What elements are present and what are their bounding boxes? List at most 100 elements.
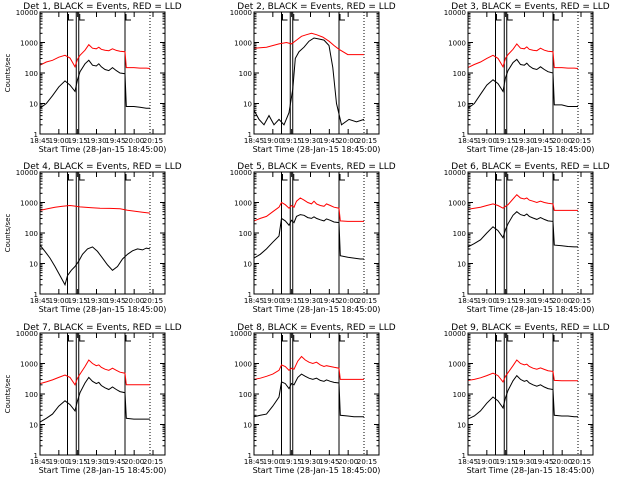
y-axis-label: Counts/sec <box>4 54 12 93</box>
y-tick-label: 1000 <box>20 361 38 369</box>
y-tick-label: 10000 <box>444 9 466 17</box>
events-series <box>254 214 364 260</box>
x-tick-label: 19:30 <box>300 458 320 466</box>
x-tick-label: 19:15 <box>496 458 516 466</box>
x-axis-label: Start Time (28-Jan-15 18:45:00) <box>467 305 595 314</box>
x-tick-label: 19:45 <box>105 297 125 305</box>
y-tick-label: 10 <box>29 261 38 269</box>
x-tick-label: 18:45 <box>244 137 264 145</box>
x-tick-label: 19:30 <box>300 297 320 305</box>
y-tick-label: 1000 <box>234 40 252 48</box>
y-tick-label: 10 <box>457 261 466 269</box>
y-tick-label: 10000 <box>16 330 38 338</box>
x-tick-label: 20:00 <box>124 297 144 305</box>
chart-panel-det6: Det 6, BLACK = Events, RED = LLD 1 10 100 10… <box>444 162 610 314</box>
events-series <box>468 374 578 420</box>
y-tick-label: 10000 <box>444 169 466 177</box>
x-tick-label: 19:15 <box>282 297 302 305</box>
lld-series <box>254 355 364 380</box>
y-tick-label: 100 <box>453 70 466 78</box>
x-tick-label: 18:45 <box>458 458 478 466</box>
x-tick-label: 19:00 <box>263 297 283 305</box>
chart-title: Det 7, BLACK = Events, RED = LLD <box>23 323 182 333</box>
y-tick-label: 100 <box>453 230 466 238</box>
y-tick-label: 100 <box>239 230 252 238</box>
bracket-marker <box>339 14 345 21</box>
y-tick-label: 10 <box>29 101 38 109</box>
x-tick-label: 19:15 <box>68 137 88 145</box>
y-tick-label: 10000 <box>16 169 38 177</box>
plot-frame <box>253 11 380 135</box>
x-tick-label: 18:45 <box>458 137 478 145</box>
x-tick-label: 19:45 <box>105 458 125 466</box>
chart-panel-det4: Det 4, BLACK = Events, RED = LLD 1 10 100 10… <box>4 162 182 314</box>
y-tick-label: 10000 <box>444 330 466 338</box>
x-tick-label: 20:15 <box>143 297 163 305</box>
chart-title: Det 3, BLACK = Events, RED = LLD <box>451 2 610 12</box>
lld-series <box>254 32 364 56</box>
x-axis-label: Start Time (28-Jan-15 18:45:00) <box>253 305 381 314</box>
x-tick-label: 19:15 <box>496 137 516 145</box>
y-tick-label: 1000 <box>234 361 252 369</box>
chart-panel-det2: Det 2, BLACK = Events, RED = LLD 1 10 100 10… <box>230 2 396 154</box>
bracket-marker <box>496 174 502 181</box>
x-tick-label: 20:00 <box>124 137 144 145</box>
chart-panel-det8: Det 8, BLACK = Events, RED = LLD 1 10 100 10… <box>230 323 396 475</box>
x-tick-label: 18:45 <box>244 458 264 466</box>
plot-frame <box>39 11 166 135</box>
y-tick-label: 1000 <box>448 200 466 208</box>
bracket-marker <box>553 14 559 21</box>
events-series <box>468 58 578 109</box>
x-tick-label: 19:45 <box>533 137 553 145</box>
bracket-marker <box>282 174 288 181</box>
y-tick-label: 1000 <box>20 40 38 48</box>
x-tick-label: 20:00 <box>552 297 572 305</box>
x-axis-label: Start Time (28-Jan-15 18:45:00) <box>39 305 167 314</box>
bracket-marker <box>339 174 345 181</box>
bracket-marker <box>125 174 131 181</box>
bracket-marker <box>125 14 131 21</box>
y-tick-label: 1 <box>34 291 38 299</box>
y-tick-label: 100 <box>239 70 252 78</box>
chart-panel-det3: Det 3, BLACK = Events, RED = LLD 1 10 100 10… <box>444 2 610 154</box>
y-tick-label: 1000 <box>448 361 466 369</box>
chart-title: Det 8, BLACK = Events, RED = LLD <box>237 323 396 333</box>
bracket-marker <box>68 14 74 21</box>
chart-panel-det7: Det 7, BLACK = Events, RED = LLD 1 10 100 10… <box>4 323 182 475</box>
y-tick-label: 10000 <box>230 330 252 338</box>
bracket-marker <box>293 14 299 21</box>
x-tick-label: 20:15 <box>571 137 591 145</box>
chart-title: Det 1, BLACK = Events, RED = LLD <box>23 2 182 12</box>
x-tick-label: 19:00 <box>49 297 69 305</box>
chart-panel-det1: Det 1, BLACK = Events, RED = LLD 1 10 100 10… <box>4 2 182 154</box>
x-tick-label: 18:45 <box>458 297 478 305</box>
bracket-marker <box>282 14 288 21</box>
x-tick-label: 19:45 <box>533 297 553 305</box>
bracket-marker <box>507 14 513 21</box>
x-tick-label: 20:00 <box>552 458 572 466</box>
y-tick-label: 1 <box>462 131 466 139</box>
y-tick-label: 100 <box>239 391 252 399</box>
lld-series <box>40 359 150 386</box>
events-series <box>40 244 151 287</box>
x-tick-label: 20:15 <box>143 458 163 466</box>
x-tick-label: 20:15 <box>357 297 377 305</box>
chart-title: Det 6, BLACK = Events, RED = LLD <box>451 162 610 172</box>
y-tick-label: 10 <box>243 422 252 430</box>
x-tick-label: 18:45 <box>30 458 50 466</box>
y-tick-label: 1000 <box>234 200 252 208</box>
bracket-marker <box>79 14 85 21</box>
y-tick-label: 10 <box>243 261 252 269</box>
y-tick-label: 1 <box>462 291 466 299</box>
chart-panel-det5: Det 5, BLACK = Events, RED = LLD 1 10 100 10… <box>230 162 396 314</box>
plot-frame <box>253 171 380 295</box>
y-tick-label: 100 <box>25 391 38 399</box>
x-axis-label: Start Time (28-Jan-15 18:45:00) <box>467 145 595 154</box>
events-series <box>254 37 365 126</box>
bracket-marker <box>507 174 513 181</box>
x-tick-label: 19:15 <box>282 458 302 466</box>
x-tick-label: 19:15 <box>282 137 302 145</box>
bracket-marker <box>68 335 74 342</box>
x-axis-label: Start Time (28-Jan-15 18:45:00) <box>39 145 167 154</box>
bracket-marker <box>496 335 502 342</box>
